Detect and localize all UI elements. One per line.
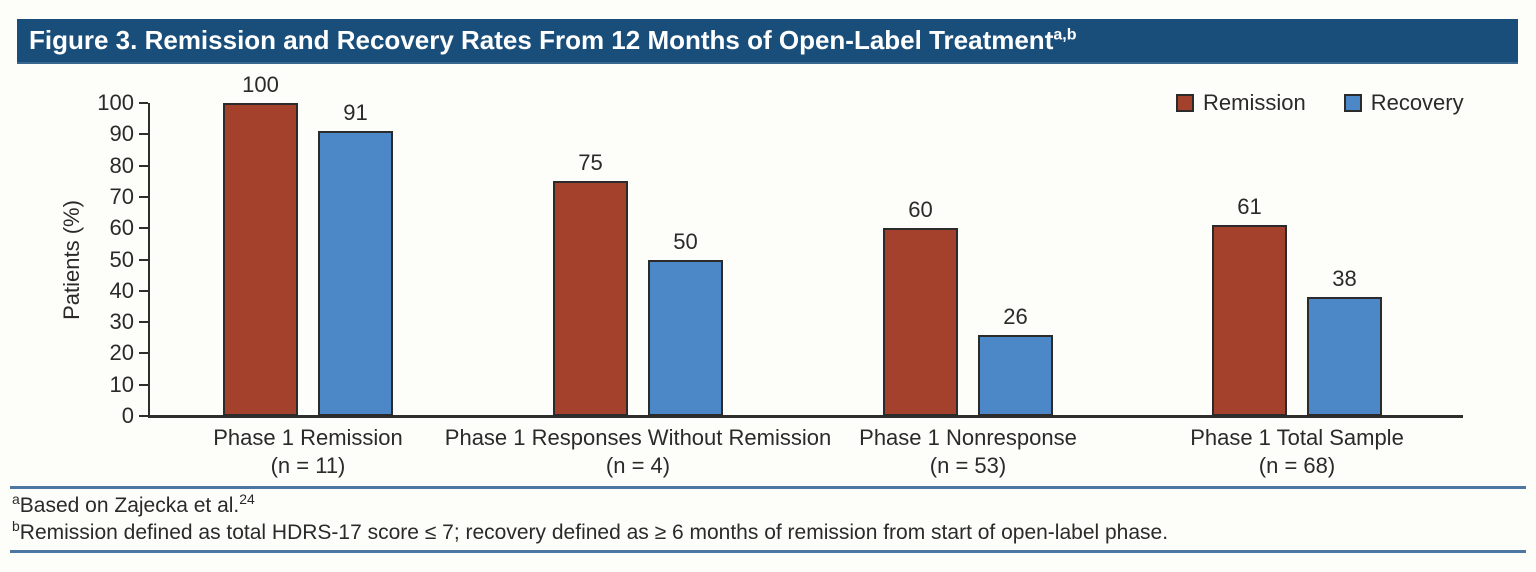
x-category-label-line2: (n = 4): [605, 453, 671, 478]
y-tick-mark: [139, 195, 148, 198]
y-tick-mark: [139, 102, 148, 104]
recovery-swatch-icon: [1343, 94, 1362, 112]
bar-remission-group3: [883, 228, 958, 416]
y-tick-mark: [139, 227, 148, 230]
bar-recovery-group4: [1307, 297, 1382, 416]
x-category-label-line1: Phase 1 Nonresponse: [859, 425, 1077, 450]
bar-value-label: 38: [1332, 266, 1357, 292]
footnotes: aBased on Zajecka et al.24 bRemission de…: [12, 492, 1168, 546]
legend-item-recovery: Recovery: [1343, 90, 1464, 115]
y-tick-label: 20: [109, 340, 134, 366]
x-category-label-line2: (n = 11): [270, 453, 346, 478]
x-category-label-line1: Phase 1 Total Sample: [1190, 425, 1404, 450]
footnote-a-ref: 24: [239, 491, 255, 507]
x-category-label: Phase 1 Nonresponse (n = 53): [859, 424, 1077, 480]
y-axis-line: [148, 103, 150, 416]
y-tick-label: 70: [109, 183, 134, 209]
legend-label-recovery: Recovery: [1370, 90, 1464, 115]
figure-title: Figure 3. Remission and Recovery Rates F…: [29, 25, 1054, 55]
x-category-label: Phase 1 Total Sample (n = 68): [1190, 424, 1404, 480]
footnote-b-marker: b: [12, 518, 20, 534]
x-category-label: Phase 1 Remission (n = 11): [213, 424, 403, 480]
figure-title-bar: Figure 3. Remission and Recovery Rates F…: [17, 19, 1518, 64]
x-category-label: Phase 1 Responses Without Remission (n = …: [445, 424, 831, 480]
x-category-label-line1: Phase 1 Remission: [213, 425, 403, 450]
remission-swatch-icon: [1176, 94, 1194, 112]
y-tick-mark: [139, 352, 148, 355]
footnote-a-text: Based on Zajecka et al.: [19, 494, 240, 517]
y-tick-mark: [139, 164, 148, 167]
bar-value-label: 75: [578, 150, 603, 176]
y-tick-mark: [139, 133, 148, 136]
y-tick-label: 50: [109, 246, 134, 272]
legend-label-remission: Remission: [1203, 90, 1306, 115]
y-tick-label: 40: [109, 277, 134, 303]
y-tick-mark: [139, 415, 148, 417]
y-tick-mark: [139, 321, 148, 324]
footnote-b-text: Remission defined as total HDRS-17 score…: [19, 521, 1169, 544]
bar-remission-group2: [553, 181, 628, 416]
x-category-label-line1: Phase 1 Responses Without Remission: [444, 425, 832, 450]
bar-value-label: 91: [343, 100, 368, 126]
y-tick-label: 100: [97, 90, 134, 115]
y-tick-label: 30: [109, 309, 134, 335]
bar-value-label: 50: [673, 228, 698, 254]
chart-legend: Remission Recovery: [1176, 92, 1464, 114]
y-tick-label: 80: [109, 152, 134, 178]
footnote-a: aBased on Zajecka et al.24: [12, 492, 1168, 519]
bar-value-label: 100: [242, 72, 279, 97]
y-tick-mark: [139, 258, 148, 261]
footnote-a-marker: a: [12, 491, 20, 507]
y-tick-label: 0: [121, 403, 134, 428]
y-tick-label: 60: [109, 215, 134, 241]
bar-value-label: 61: [1237, 194, 1262, 220]
y-tick-label: 10: [109, 371, 134, 397]
footnote-top-rule: [10, 486, 1526, 489]
bar-remission-group1: [223, 103, 298, 416]
figure-bottom-rule: [10, 550, 1526, 553]
x-category-label-line2: (n = 68): [1258, 453, 1336, 478]
bar-remission-group4: [1212, 225, 1287, 416]
bar-value-label: 60: [908, 197, 933, 223]
y-tick-mark: [139, 289, 148, 292]
y-tick-mark: [139, 383, 148, 386]
bar-recovery-group2: [648, 259, 723, 416]
bar-recovery-group3: [978, 334, 1053, 416]
x-axis-line: [148, 415, 1463, 418]
footnote-b: bRemission defined as total HDRS-17 scor…: [12, 519, 1168, 546]
x-category-label-line2: (n = 53): [929, 453, 1007, 478]
legend-item-remission: Remission: [1176, 92, 1306, 114]
bar-recovery-group1: [318, 131, 393, 416]
bar-value-label: 26: [1003, 303, 1028, 329]
figure-title-superscript: a,b: [1053, 26, 1077, 44]
y-tick-label: 90: [109, 121, 134, 147]
